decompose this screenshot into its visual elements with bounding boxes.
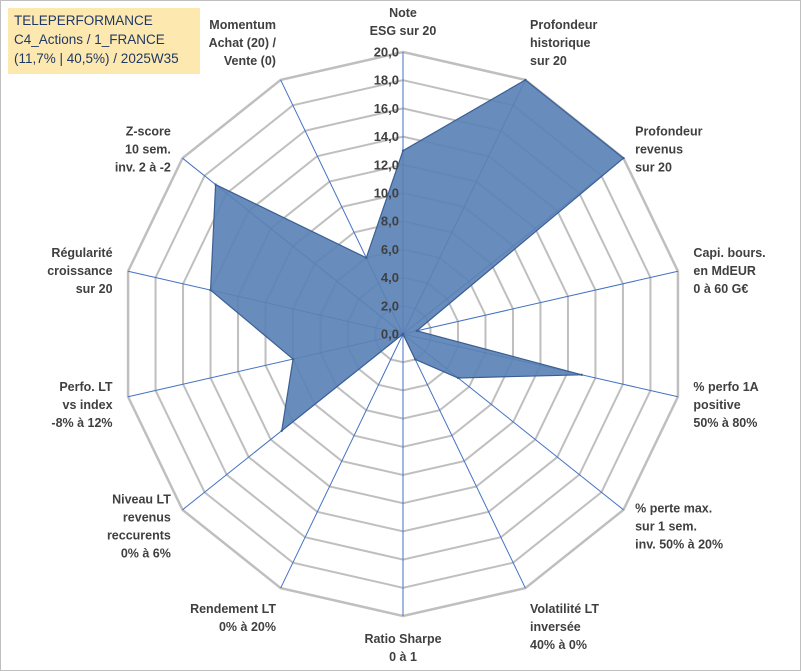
series-point [580,373,583,376]
tick-label: 18,0 [374,73,399,88]
axis-label: Volatilité LT inversée 40% à 0% [530,602,599,652]
title-line-company: TELEPERFORMANCE [14,13,153,28]
chart-title-box: TELEPERFORMANCE C4_Actions / 1_FRANCE (1… [8,8,200,74]
series-point [415,329,418,333]
axis-label: Momentum Achat (20) / Vente (0) [209,18,277,68]
series-point [456,376,460,380]
axis-label: Profondeur historique sur 20 [530,18,597,68]
series-point [414,358,417,361]
tick-label: 10,0 [374,186,399,201]
series-point [524,78,527,82]
radar-axis-labels: Note ESG sur 20 Profondeur historique sur 20… [47,6,765,664]
title-line-stats: (11,7% | 40,5%) / 2025W35 [14,51,179,66]
axis-label: Perfo. LT vs index -8% à 12% [51,380,113,430]
series-point [280,429,283,432]
tick-label: 6,0 [381,242,399,257]
axis-label: Ratio Sharpe 0 à 1 [364,632,441,664]
tick-label: 0,0 [381,327,399,342]
tick-label: 8,0 [381,214,399,229]
axis-label: Niveau LT revenus reccurents 0% à 6% [107,492,171,560]
series-point [401,332,405,336]
series-point [622,156,625,160]
axis-label: % perte max. sur 1 sem. inv. 50% à 20% [635,501,723,551]
tick-label: 12,0 [374,157,399,172]
tick-label: 4,0 [381,270,399,285]
tick-label: 2,0 [381,298,399,313]
tick-label: 14,0 [374,129,399,144]
series-point [365,256,368,259]
series-area [209,79,625,433]
radar-tick-labels: 0,0 2,0 4,0 6,0 8,0 10,0 12,0 14,0 16,0 18,0 20,0 [374,45,399,342]
axis-label: Capi. bours. en MdEUR 0 à 60 G€ [693,246,765,296]
radar-series [209,78,625,433]
series-point [291,357,295,361]
axis-label: Régularité croissance sur 20 [47,246,112,296]
axis-label: Note ESG sur 20 [370,6,437,38]
tick-label: 16,0 [374,101,399,116]
axis-label: % perfo 1A positive 50% à 80% [693,380,758,430]
axis-spoke [280,333,404,589]
axis-label: Rendement LT 0% à 20% [190,602,276,634]
series-point [209,288,212,292]
title-line-category: C4_Actions / 1_FRANCE [14,32,165,47]
series-point [214,183,217,186]
axis-spoke [402,333,526,589]
axis-label: Profondeur revenus sur 20 [635,125,702,175]
tick-label: 20,0 [374,45,399,60]
axis-spoke [402,270,679,335]
series-point [401,149,405,152]
axis-label: Z-score 10 sem. inv. 2 à -2 [115,125,171,175]
